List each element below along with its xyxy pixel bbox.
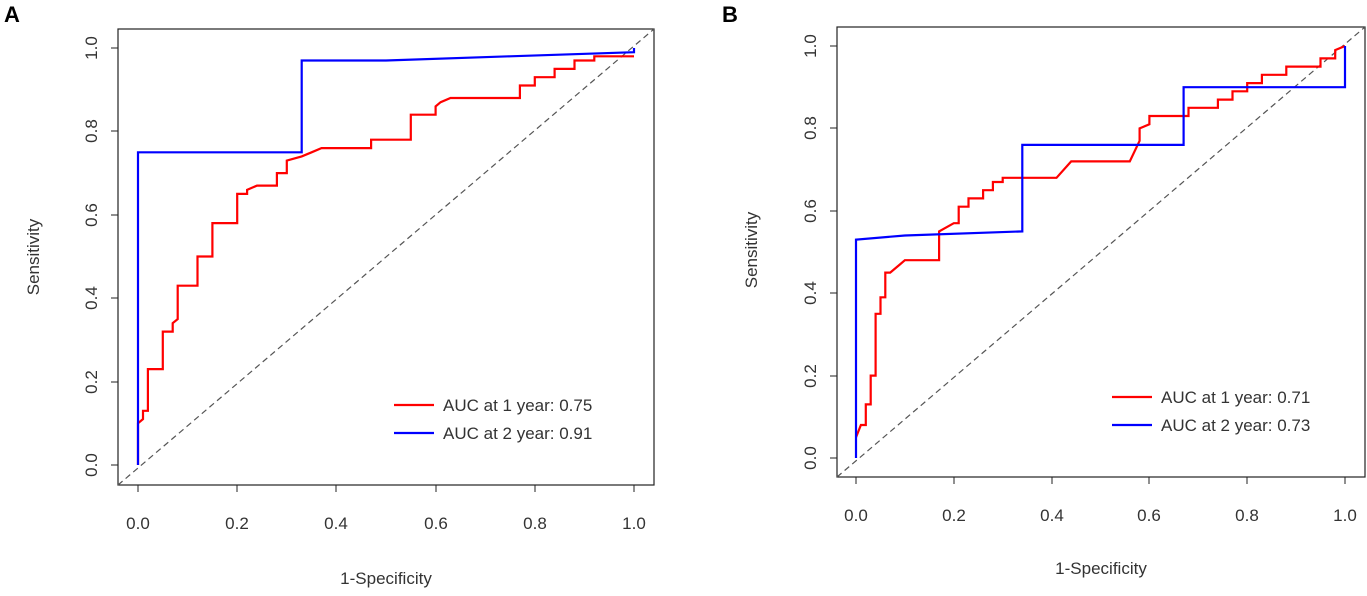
y-tick-label: 0.2 xyxy=(801,364,820,388)
panel-b-series-1-year-line xyxy=(854,44,1346,438)
x-tick-label: 0.0 xyxy=(126,514,150,533)
x-tick-label: 0.6 xyxy=(424,514,448,533)
x-tick-label: 0.8 xyxy=(1235,506,1259,525)
panel-b-x-axis-title: 1-Specificity xyxy=(1055,559,1147,578)
y-tick-label: 1.0 xyxy=(82,36,101,60)
x-tick: 0.0 xyxy=(126,485,150,533)
panel-b: B 0.0 0.2 0.4 0.6 0.8 1.0 0.0 0.2 0.4 0.… xyxy=(722,2,1366,578)
panel-b-x-axis: 0.0 0.2 0.4 0.6 0.8 1.0 xyxy=(844,476,1357,525)
panel-b-y-axis-title: Sensitivity xyxy=(742,211,761,288)
legend-label: AUC at 1 year: 0.71 xyxy=(1161,388,1310,407)
panel-a-x-axis-title: 1-Specificity xyxy=(340,569,432,588)
x-tick: 0.0 xyxy=(844,477,868,525)
y-tick: 1.0 xyxy=(82,36,118,60)
panel-b-y-axis: 0.0 0.2 0.4 0.6 0.8 1.0 xyxy=(801,34,838,470)
x-tick-label: 0.2 xyxy=(225,514,249,533)
y-tick: 0.0 xyxy=(801,446,837,470)
y-tick-label: 0.6 xyxy=(82,203,101,227)
y-tick-label: 0.8 xyxy=(82,119,101,143)
legend-label: AUC at 2 year: 0.91 xyxy=(443,424,592,443)
panel-b-legend: AUC at 1 year: 0.71 AUC at 2 year: 0.73 xyxy=(1112,388,1310,435)
x-tick: 0.6 xyxy=(424,485,448,533)
x-tick: 0.8 xyxy=(1235,477,1259,525)
x-tick-label: 1.0 xyxy=(622,514,646,533)
y-tick-label: 0.8 xyxy=(801,116,820,140)
legend-label: AUC at 2 year: 0.73 xyxy=(1161,416,1310,435)
panel-a-series-1-year-line xyxy=(136,55,634,465)
y-tick-label: 0.2 xyxy=(82,370,101,394)
y-tick-label: 0.4 xyxy=(82,286,101,310)
y-tick: 0.6 xyxy=(82,203,118,227)
panel-a-label: A xyxy=(4,2,20,27)
x-tick: 1.0 xyxy=(622,485,646,533)
panel-a-x-axis: 0.0 0.2 0.4 0.6 0.8 1.0 xyxy=(126,484,646,533)
panel-b-label: B xyxy=(722,2,738,27)
panel-a-series-2-year-line xyxy=(136,48,636,465)
x-tick: 1.0 xyxy=(1333,477,1357,525)
x-tick-label: 0.8 xyxy=(523,514,547,533)
y-tick: 0.2 xyxy=(82,370,118,394)
y-tick-label: 0.4 xyxy=(801,281,820,305)
y-tick-label: 0.0 xyxy=(82,453,101,477)
panel-a-legend: AUC at 1 year: 0.75 AUC at 2 year: 0.91 xyxy=(394,396,592,443)
x-tick: 0.2 xyxy=(942,477,966,525)
x-tick-label: 0.6 xyxy=(1137,506,1161,525)
panel-b-reference-line xyxy=(836,26,1366,478)
x-tick: 0.8 xyxy=(523,485,547,533)
y-tick: 0.0 xyxy=(82,453,118,477)
y-tick: 0.4 xyxy=(801,281,837,305)
legend-label: AUC at 1 year: 0.75 xyxy=(443,396,592,415)
y-tick: 0.4 xyxy=(82,286,118,310)
y-tick: 0.8 xyxy=(82,119,118,143)
y-tick: 1.0 xyxy=(801,34,837,58)
panel-a: A 0.0 0.2 0.4 0.6 0.8 1.0 0.0 0.2 0.4 0.… xyxy=(4,2,655,588)
x-tick: 0.2 xyxy=(225,485,249,533)
x-tick-label: 0.4 xyxy=(324,514,348,533)
panel-b-series-2-year-line xyxy=(854,46,1347,458)
x-tick-label: 1.0 xyxy=(1333,506,1357,525)
panel-a-reference-line xyxy=(117,28,655,486)
x-tick-label: 0.4 xyxy=(1040,506,1064,525)
x-tick-label: 0.2 xyxy=(942,506,966,525)
y-tick: 0.8 xyxy=(801,116,837,140)
x-tick-label: 0.0 xyxy=(844,506,868,525)
panel-a-y-axis: 0.0 0.2 0.4 0.6 0.8 1.0 xyxy=(82,36,119,477)
y-tick: 0.2 xyxy=(801,364,837,388)
panel-a-y-axis-title: Sensitivity xyxy=(24,218,43,295)
y-tick-label: 0.6 xyxy=(801,199,820,223)
y-tick-label: 1.0 xyxy=(801,34,820,58)
x-tick: 0.4 xyxy=(1040,477,1064,525)
y-tick: 0.6 xyxy=(801,199,837,223)
y-tick-label: 0.0 xyxy=(801,446,820,470)
x-tick: 0.6 xyxy=(1137,477,1161,525)
x-tick: 0.4 xyxy=(324,485,348,533)
